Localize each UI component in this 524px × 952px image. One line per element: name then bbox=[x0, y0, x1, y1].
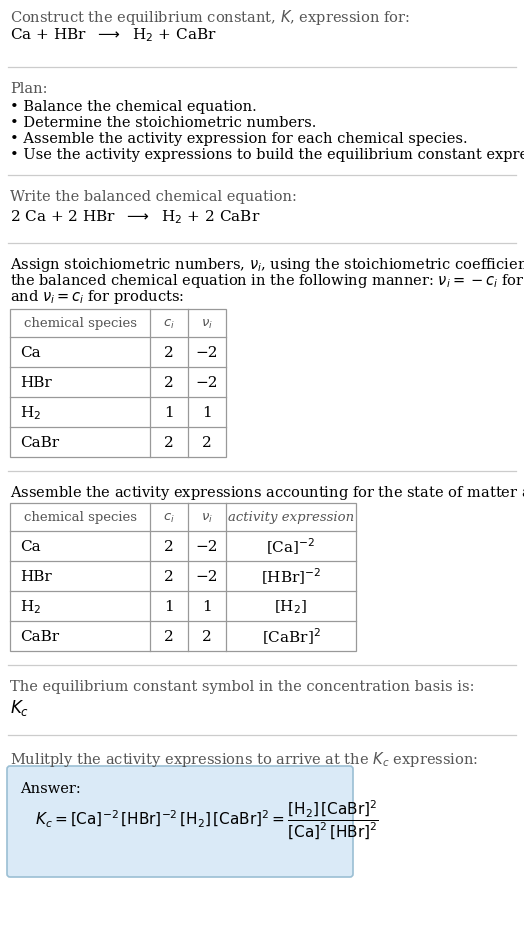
Text: CaBr: CaBr bbox=[20, 436, 59, 449]
Text: 2: 2 bbox=[202, 629, 212, 644]
Text: chemical species: chemical species bbox=[24, 511, 136, 524]
Text: $\nu_i$: $\nu_i$ bbox=[201, 511, 213, 524]
Text: • Determine the stoichiometric numbers.: • Determine the stoichiometric numbers. bbox=[10, 116, 316, 129]
Text: Construct the equilibrium constant, $K$, expression for:: Construct the equilibrium constant, $K$,… bbox=[10, 8, 410, 27]
Text: 2: 2 bbox=[164, 436, 174, 449]
Text: [CaBr]$^2$: [CaBr]$^2$ bbox=[261, 626, 321, 646]
Text: 1: 1 bbox=[164, 406, 174, 420]
Text: The equilibrium constant symbol in the concentration basis is:: The equilibrium constant symbol in the c… bbox=[10, 680, 475, 693]
Bar bbox=[10, 309, 226, 458]
Text: activity expression: activity expression bbox=[228, 511, 354, 524]
Text: 1: 1 bbox=[202, 600, 212, 613]
Text: • Balance the chemical equation.: • Balance the chemical equation. bbox=[10, 100, 257, 114]
Text: 1: 1 bbox=[164, 600, 174, 613]
Text: $c_i$: $c_i$ bbox=[163, 511, 175, 524]
Text: Mulitply the activity expressions to arrive at the $K_c$ expression:: Mulitply the activity expressions to arr… bbox=[10, 749, 478, 768]
Text: 2 Ca + 2 HBr  $\longrightarrow$  H$_2$ + 2 CaBr: 2 Ca + 2 HBr $\longrightarrow$ H$_2$ + 2… bbox=[10, 208, 260, 226]
Text: $K_c = [\mathrm{Ca}]^{-2}\,[\mathrm{HBr}]^{-2}\,[\mathrm{H_2}]\,[\mathrm{CaBr}]^: $K_c = [\mathrm{Ca}]^{-2}\,[\mathrm{HBr}… bbox=[35, 798, 379, 841]
Text: 2: 2 bbox=[164, 346, 174, 360]
Bar bbox=[10, 504, 356, 651]
Text: CaBr: CaBr bbox=[20, 629, 59, 644]
Text: −2: −2 bbox=[196, 540, 219, 553]
Text: $c_i$: $c_i$ bbox=[163, 317, 175, 330]
Text: $K_c$: $K_c$ bbox=[10, 697, 29, 717]
Text: Assign stoichiometric numbers, $\nu_i$, using the stoichiometric coefficients, $: Assign stoichiometric numbers, $\nu_i$, … bbox=[10, 256, 524, 274]
Text: HBr: HBr bbox=[20, 569, 52, 584]
Text: Ca + HBr  $\longrightarrow$  H$_2$ + CaBr: Ca + HBr $\longrightarrow$ H$_2$ + CaBr bbox=[10, 26, 217, 44]
Text: 1: 1 bbox=[202, 406, 212, 420]
Text: [H$_2$]: [H$_2$] bbox=[275, 598, 308, 615]
Text: and $\nu_i = c_i$ for products:: and $\nu_i = c_i$ for products: bbox=[10, 288, 184, 306]
Text: Ca: Ca bbox=[20, 346, 41, 360]
Text: 2: 2 bbox=[164, 569, 174, 584]
Text: • Assemble the activity expression for each chemical species.: • Assemble the activity expression for e… bbox=[10, 132, 467, 146]
Text: −2: −2 bbox=[196, 346, 219, 360]
Text: $\nu_i$: $\nu_i$ bbox=[201, 317, 213, 330]
Text: Write the balanced chemical equation:: Write the balanced chemical equation: bbox=[10, 189, 297, 204]
Text: Assemble the activity expressions accounting for the state of matter and $\nu_i$: Assemble the activity expressions accoun… bbox=[10, 484, 524, 502]
Text: H$_2$: H$_2$ bbox=[20, 404, 41, 422]
Text: HBr: HBr bbox=[20, 376, 52, 389]
Text: [Ca]$^{-2}$: [Ca]$^{-2}$ bbox=[266, 536, 316, 557]
Text: 2: 2 bbox=[202, 436, 212, 449]
Text: [HBr]$^{-2}$: [HBr]$^{-2}$ bbox=[261, 566, 321, 586]
Text: the balanced chemical equation in the following manner: $\nu_i = -c_i$ for react: the balanced chemical equation in the fo… bbox=[10, 271, 524, 289]
Text: 2: 2 bbox=[164, 629, 174, 644]
Text: Answer:: Answer: bbox=[20, 782, 81, 795]
Text: −2: −2 bbox=[196, 569, 219, 584]
Text: • Use the activity expressions to build the equilibrium constant expression.: • Use the activity expressions to build … bbox=[10, 148, 524, 162]
Text: chemical species: chemical species bbox=[24, 317, 136, 330]
Text: 2: 2 bbox=[164, 376, 174, 389]
FancyBboxPatch shape bbox=[7, 766, 353, 877]
Text: Ca: Ca bbox=[20, 540, 41, 553]
Text: Plan:: Plan: bbox=[10, 82, 48, 96]
Text: 2: 2 bbox=[164, 540, 174, 553]
Text: −2: −2 bbox=[196, 376, 219, 389]
Text: H$_2$: H$_2$ bbox=[20, 598, 41, 615]
